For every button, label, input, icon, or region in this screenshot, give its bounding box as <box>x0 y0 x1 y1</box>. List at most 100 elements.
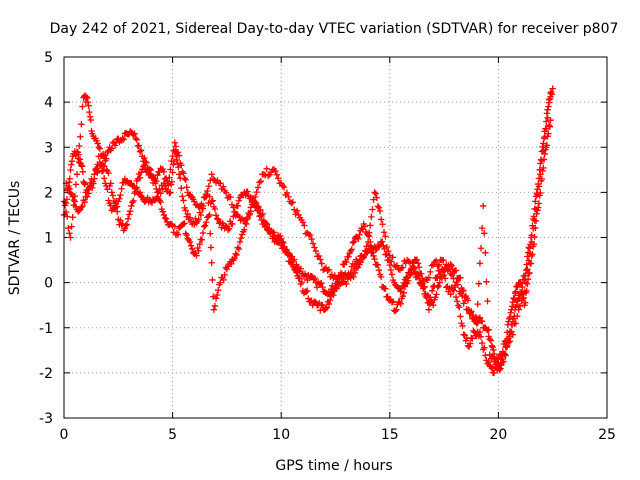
data-point <box>211 302 219 310</box>
data-point <box>317 307 324 314</box>
data-point <box>318 279 325 287</box>
data-point <box>123 221 131 228</box>
data-point <box>543 110 551 117</box>
data-point <box>509 331 517 338</box>
data-point <box>304 287 311 294</box>
data-point <box>289 199 296 206</box>
data-point <box>84 98 92 106</box>
data-point <box>105 169 112 177</box>
data-point <box>490 353 498 361</box>
data-point <box>367 238 374 246</box>
data-point <box>477 245 485 252</box>
data-point <box>508 306 515 313</box>
data-point <box>298 278 306 286</box>
data-point <box>65 182 72 190</box>
data-point <box>94 140 101 147</box>
data-point <box>291 206 298 213</box>
data-point <box>382 233 389 240</box>
data-point <box>77 133 84 140</box>
data-point <box>485 326 492 333</box>
data-point <box>360 253 367 260</box>
data-point <box>279 182 286 190</box>
data-point <box>131 130 138 137</box>
data-point <box>260 171 268 178</box>
data-point <box>318 260 325 267</box>
data-point <box>211 205 219 213</box>
data-point <box>542 125 550 133</box>
data-point <box>253 199 260 207</box>
data-point <box>183 231 190 239</box>
data-point <box>506 333 513 340</box>
data-point <box>435 261 443 268</box>
data-point <box>428 262 435 269</box>
data-point <box>259 210 266 218</box>
data-point <box>184 210 192 218</box>
data-point <box>466 340 474 347</box>
data-point <box>213 291 221 299</box>
data-point <box>526 269 533 277</box>
data-point <box>370 196 377 203</box>
data-point <box>135 142 143 149</box>
y-tick-label: -3 <box>39 411 53 427</box>
data-point <box>525 257 533 264</box>
data-point <box>136 189 144 196</box>
data-point <box>526 245 533 252</box>
data-point <box>99 162 107 169</box>
data-point <box>305 231 312 238</box>
data-point <box>527 260 535 267</box>
data-point <box>472 313 479 321</box>
data-point <box>486 335 493 343</box>
data-point <box>188 245 196 253</box>
data-point <box>191 198 198 205</box>
data-point <box>414 259 422 267</box>
data-point <box>387 266 395 274</box>
data-point <box>311 244 318 251</box>
data-point <box>144 167 151 174</box>
data-point <box>173 156 181 164</box>
data-point <box>540 156 548 163</box>
data-point <box>450 275 457 282</box>
data-point <box>356 231 363 239</box>
data-point <box>87 116 94 124</box>
data-point <box>204 187 211 195</box>
data-point <box>521 299 529 306</box>
data-point <box>423 294 430 302</box>
y-tick-label: -1 <box>39 321 53 337</box>
data-point <box>200 223 208 230</box>
data-point <box>112 203 120 211</box>
data-point <box>465 343 473 351</box>
data-point <box>291 256 298 263</box>
data-point <box>504 321 512 328</box>
data-point <box>197 211 205 219</box>
data-point <box>309 240 317 247</box>
data-point <box>476 260 484 267</box>
data-point <box>395 265 402 273</box>
data-point <box>78 162 85 169</box>
data-point <box>137 169 145 176</box>
data-point <box>198 236 206 243</box>
data-point <box>547 116 554 124</box>
data-point <box>370 252 377 260</box>
data-point <box>89 184 96 192</box>
data-point <box>365 233 373 240</box>
chart-title: Day 242 of 2021, Sidereal Day-to-day VTE… <box>50 21 619 37</box>
data-point <box>229 220 236 228</box>
data-point <box>475 280 483 287</box>
y-tick-labels: -3 -2 -1 0 1 2 3 4 5 <box>39 50 53 427</box>
x-tick-labels: 0 5 10 15 20 25 <box>60 427 616 443</box>
data-point <box>415 263 423 271</box>
data-point <box>195 216 202 223</box>
data-point <box>81 181 89 188</box>
data-point <box>217 180 224 187</box>
data-point <box>175 152 183 159</box>
data-point <box>436 279 443 286</box>
data-point <box>459 292 466 300</box>
y-tick-label: 5 <box>44 50 53 66</box>
data-point <box>136 148 144 155</box>
data-point <box>201 194 208 201</box>
data-point <box>545 122 553 129</box>
data-point <box>510 294 517 302</box>
data-point <box>355 235 362 243</box>
data-point <box>86 179 94 187</box>
data-point <box>263 165 270 173</box>
